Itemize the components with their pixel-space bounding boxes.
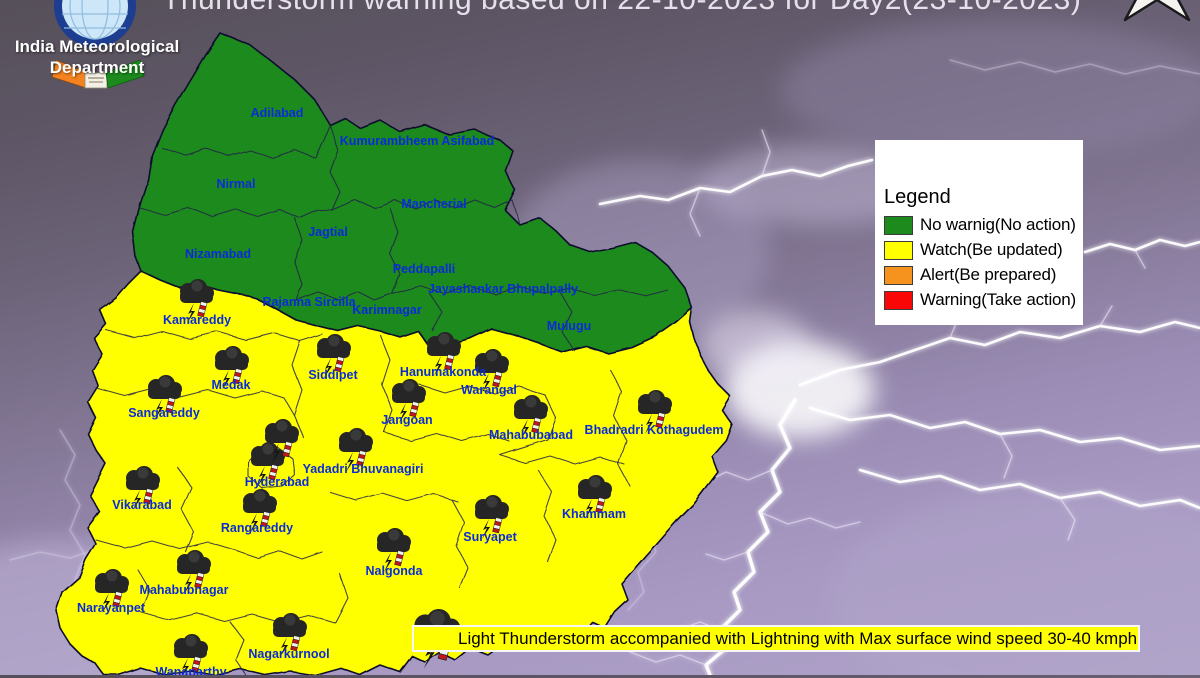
district-label-sangareddy: Sangareddy [128, 406, 200, 420]
district-label-nalgonda: Nalgonda [366, 564, 424, 578]
district-label-suryapet: Suryapet [463, 530, 517, 544]
district-label-nizamabad: Nizamabad [185, 247, 251, 261]
legend: Legend No warnig(No action) Watch(Be upda… [875, 140, 1083, 325]
district-label-wanaparthy: Wanaparthy [155, 665, 226, 675]
district-label-mancherial: Mancherial [401, 197, 466, 211]
district-label-rangareddy: Rangareddy [221, 521, 293, 535]
legend-item-no_warning: No warnig(No action) [884, 215, 1077, 235]
district-label-hanumakonda: Hanumakonda [400, 365, 487, 379]
district-label-mahabubnagar: Mahabubnagar [140, 583, 229, 597]
district-label-jangoan: Jangoan [381, 413, 432, 427]
district-layer: Adilabad Kumurambheem Asifabad Nirmal Manch… [77, 106, 724, 675]
advisory-banner: Light Thunderstorm accompanied with Ligh… [412, 625, 1140, 652]
district-label-bhadradri-kothagudem: Bhadradri Kothagudem [585, 423, 724, 437]
legend-swatch-watch [884, 240, 913, 260]
district-label-nagarkurnool: Nagarkurnool [248, 647, 329, 661]
district-boundaries [95, 124, 669, 675]
district-label-yadadri-bhuvanagiri: Yadadri Bhuvanagiri [303, 462, 424, 476]
agency-name: India Meteorological Department [4, 36, 190, 78]
legend-items: No warnig(No action) Watch(Be updated) Ale… [884, 215, 1077, 310]
legend-label: Watch(Be updated) [920, 240, 1063, 259]
district-label-peddapalli: Peddapalli [393, 262, 456, 276]
district-label-kamareddy: Kamareddy [163, 313, 231, 327]
district-label-adilabad: Adilabad [251, 106, 304, 120]
district-label-jayashankar-bhupalpally: Jayashankar Bhupalpally [428, 282, 578, 296]
legend-item-alert: Alert(Be prepared) [884, 265, 1077, 285]
imd-logo [51, 0, 145, 89]
agency-line-2: Department [49, 58, 145, 77]
ribbon-green [105, 59, 145, 89]
district-label-rajanna-sircilla: Rajanna Sircilla [262, 295, 356, 309]
legend-label: Warning(Take action) [920, 290, 1076, 309]
district-label-hyderabad: Hyderabad [245, 475, 310, 489]
legend-swatch-warning [884, 290, 913, 310]
district-label-mahabubabad: Mahabubabad [489, 428, 573, 442]
page-title: Thunderstorm warning based on 22-10-2023… [162, 0, 1081, 17]
legend-swatch-alert [884, 265, 913, 285]
district-label-warangal: Warangal [461, 383, 517, 397]
legend-label: Alert(Be prepared) [920, 265, 1057, 284]
telangana-map [55, 32, 733, 675]
legend-swatch-no_warning [884, 215, 913, 235]
north-star-icon [1123, 0, 1191, 22]
district-label-karimnagar: Karimnagar [352, 303, 422, 317]
legend-heading: Legend [884, 186, 951, 208]
district-label-medak: Medak [212, 378, 251, 392]
district-label-nirmal: Nirmal [217, 177, 256, 191]
district-label-mulugu: Mulugu [547, 319, 591, 333]
district-label-kumurambheem-asifabad: Kumurambheem Asifabad [340, 134, 494, 148]
advisory-banner-text: Light Thunderstorm accompanied with Ligh… [458, 628, 1138, 648]
district-label-khammam: Khammam [562, 507, 626, 521]
district-label-vikarabad: Vikarabad [112, 498, 172, 512]
district-label-narayanpet: Narayanpet [77, 601, 146, 615]
agency-line-1: India Meteorological [14, 37, 180, 56]
legend-label: No warnig(No action) [920, 215, 1076, 234]
district-label-jagtial: Jagtial [308, 225, 348, 239]
district-label-siddipet: Siddipet [308, 368, 358, 382]
legend-item-warning: Warning(Take action) [884, 290, 1077, 310]
legend-item-watch: Watch(Be updated) [884, 240, 1077, 260]
